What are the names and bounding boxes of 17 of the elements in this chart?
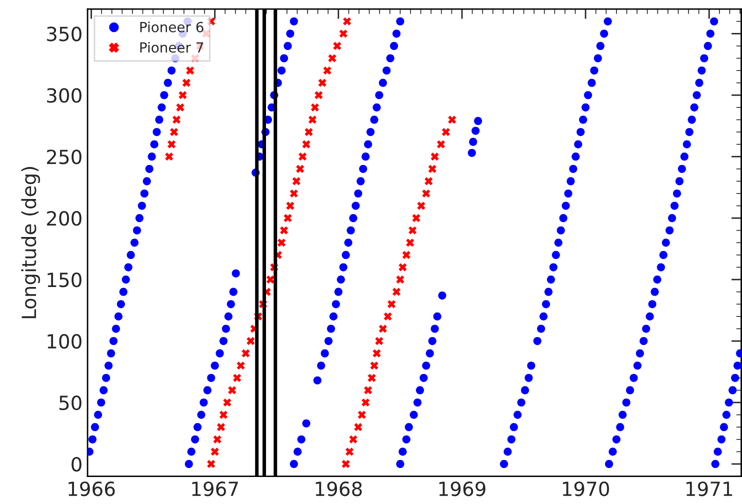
y-tick-label: 200: [47, 211, 82, 226]
y-tick-label: 0: [72, 456, 82, 472]
x-tick-label: 1966: [68, 481, 115, 496]
x-tick-label: 1970: [562, 481, 610, 496]
x-tick-label: 1967: [192, 481, 238, 496]
legend-label: Pioneer 7: [140, 42, 204, 53]
y-tick-label: 50: [59, 395, 82, 410]
x-tick-label: 1968: [316, 481, 362, 496]
y-tick-label: 350: [47, 26, 82, 42]
y-tick-label: 300: [47, 88, 82, 103]
y-axis-title: Longitude (deg): [21, 166, 40, 318]
legend-label: Pioneer 6: [140, 22, 204, 32]
y-tick-label: 250: [47, 150, 82, 164]
x-tick-label: 1971: [686, 481, 732, 496]
y-tick-label: 100: [48, 334, 82, 349]
y-tick-label: 150: [48, 272, 82, 288]
x-tick-label: 1969: [439, 481, 486, 496]
